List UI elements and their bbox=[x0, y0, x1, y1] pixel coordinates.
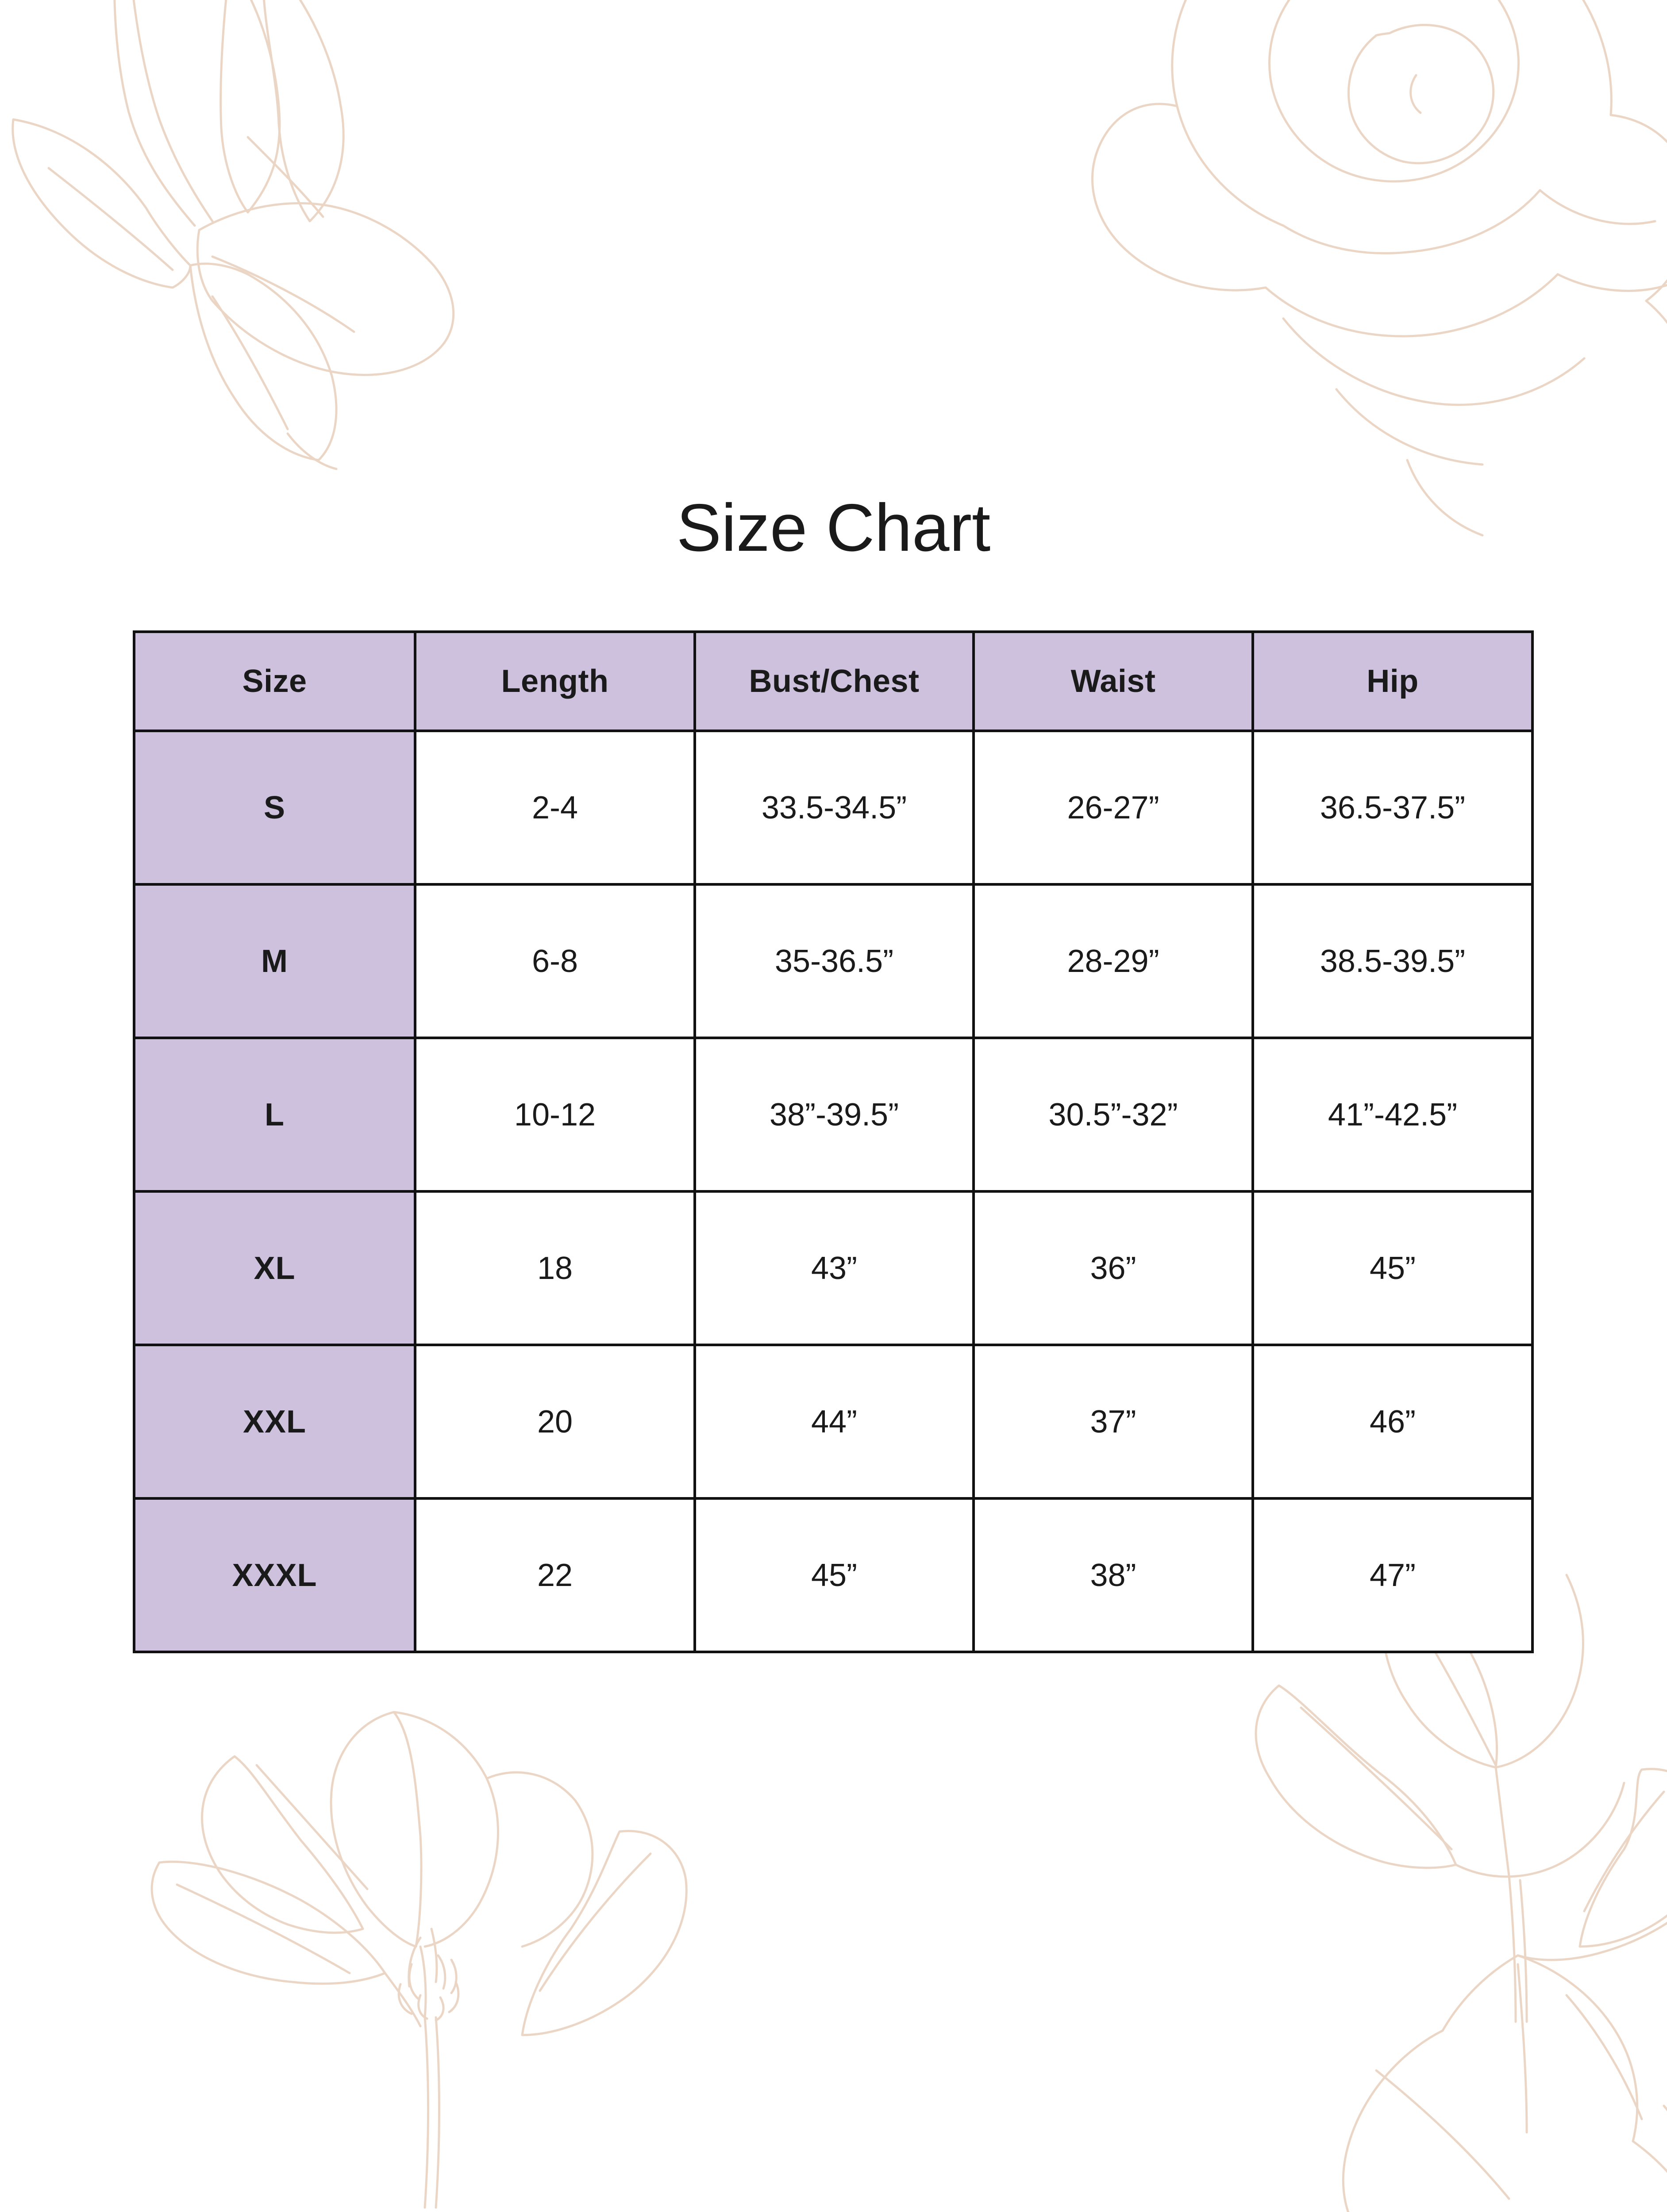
cell-size: M bbox=[133, 883, 416, 1039]
cell-hip: 41”-42.5” bbox=[1251, 1037, 1534, 1193]
alstroemeria-flower-icon bbox=[146, 1655, 695, 2212]
cell-hip: 36.5-37.5” bbox=[1251, 730, 1534, 886]
cell-size: XXXL bbox=[133, 1497, 416, 1653]
cell-waist: 26-27” bbox=[972, 730, 1254, 886]
table-row: XXL 20 44” 37” 46” bbox=[133, 1344, 1534, 1500]
cell-length: 20 bbox=[414, 1344, 696, 1500]
column-header-bust-chest: Bust/Chest bbox=[693, 630, 975, 732]
table-header: Size Length Bust/Chest Waist Hip bbox=[133, 630, 1534, 732]
cell-length: 18 bbox=[414, 1190, 696, 1346]
cell-bust: 43” bbox=[693, 1190, 975, 1346]
column-header-hip: Hip bbox=[1251, 630, 1534, 732]
cell-hip: 38.5-39.5” bbox=[1251, 883, 1534, 1039]
cell-waist: 37” bbox=[972, 1344, 1254, 1500]
cell-hip: 47” bbox=[1251, 1497, 1534, 1653]
cell-bust: 33.5-34.5” bbox=[693, 730, 975, 886]
cell-waist: 36” bbox=[972, 1190, 1254, 1346]
cell-bust: 44” bbox=[693, 1344, 975, 1500]
size-chart-table-container: Size Length Bust/Chest Waist Hip S 2-4 3… bbox=[133, 630, 1534, 1653]
cell-length: 10-12 bbox=[414, 1037, 696, 1193]
table-row: M 6-8 35-36.5” 28-29” 38.5-39.5” bbox=[133, 883, 1534, 1039]
cell-bust: 45” bbox=[693, 1497, 975, 1653]
rose-bloom-icon bbox=[1071, 0, 1667, 540]
cell-length: 22 bbox=[414, 1497, 696, 1653]
table-row: L 10-12 38”-39.5” 30.5”-32” 41”-42.5” bbox=[133, 1037, 1534, 1193]
table-body: S 2-4 33.5-34.5” 26-27” 36.5-37.5” M 6-8… bbox=[133, 730, 1534, 1653]
cell-waist: 38” bbox=[972, 1497, 1254, 1653]
cell-size: XXL bbox=[133, 1344, 416, 1500]
cell-size: S bbox=[133, 730, 416, 886]
cell-bust: 38”-39.5” bbox=[693, 1037, 975, 1193]
magnolia-flower-icon bbox=[0, 0, 504, 470]
column-header-length: Length bbox=[414, 630, 696, 732]
cell-length: 2-4 bbox=[414, 730, 696, 886]
table-row: S 2-4 33.5-34.5” 26-27” 36.5-37.5” bbox=[133, 730, 1534, 886]
column-header-size: Size bbox=[133, 630, 416, 732]
cell-waist: 28-29” bbox=[972, 883, 1254, 1039]
cell-length: 6-8 bbox=[414, 883, 696, 1039]
page-title: Size Chart bbox=[676, 490, 991, 565]
table-row: XL 18 43” 36” 45” bbox=[133, 1190, 1534, 1346]
cell-hip: 45” bbox=[1251, 1190, 1534, 1346]
cell-bust: 35-36.5” bbox=[693, 883, 975, 1039]
column-header-waist: Waist bbox=[972, 630, 1254, 732]
leafy-branch-icon bbox=[1221, 1574, 1667, 2212]
cell-size: XL bbox=[133, 1190, 416, 1346]
size-chart-table: Size Length Bust/Chest Waist Hip S 2-4 3… bbox=[133, 630, 1534, 1653]
cell-waist: 30.5”-32” bbox=[972, 1037, 1254, 1193]
cell-hip: 46” bbox=[1251, 1344, 1534, 1500]
table-row: XXXL 22 45” 38” 47” bbox=[133, 1497, 1534, 1653]
table-header-row: Size Length Bust/Chest Waist Hip bbox=[133, 630, 1534, 732]
cell-size: L bbox=[133, 1037, 416, 1193]
